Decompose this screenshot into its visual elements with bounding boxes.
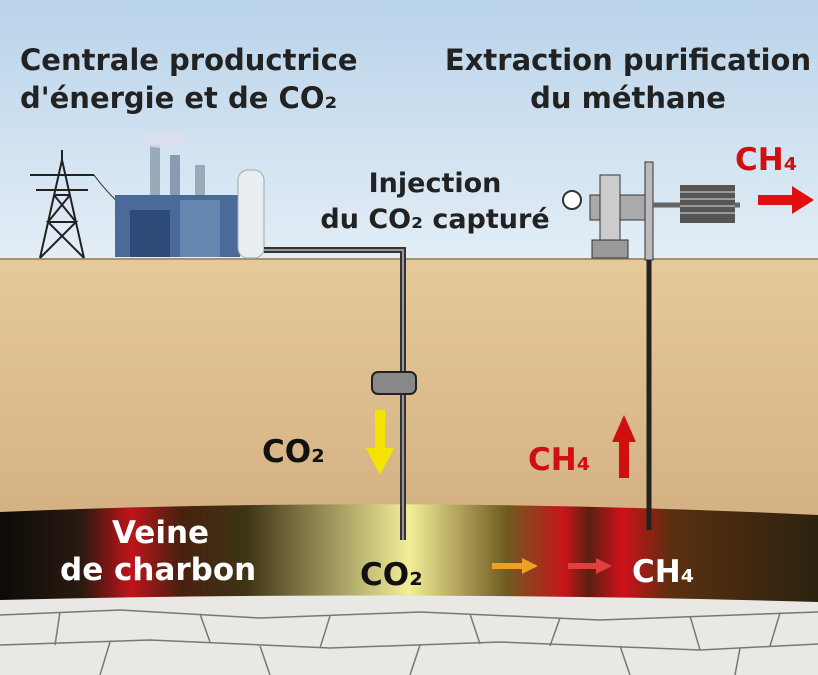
valve xyxy=(371,371,417,395)
arrow-head xyxy=(612,415,636,442)
arrow-head xyxy=(792,186,814,214)
title: Extraction purification xyxy=(445,43,811,77)
label: CO₂ xyxy=(262,434,325,470)
label: de charbon xyxy=(60,552,256,588)
title: d'énergie et de CO₂ xyxy=(20,81,337,115)
coal-seam xyxy=(0,504,818,602)
label: CH₄ xyxy=(528,442,590,478)
bedrock xyxy=(0,590,818,675)
wellhead xyxy=(562,161,740,261)
label: du CO₂ capturé xyxy=(320,204,549,235)
power-plant xyxy=(115,132,265,259)
arrow-head xyxy=(366,448,394,475)
title: Centrale productrice xyxy=(20,43,358,77)
label: CO₂ xyxy=(360,557,423,593)
label: Veine xyxy=(112,515,209,551)
label: Injection xyxy=(369,168,502,199)
title: du méthane xyxy=(530,81,726,115)
rock-cracks xyxy=(0,609,818,675)
label: CH₄ xyxy=(735,142,797,178)
label: CH₄ xyxy=(632,554,694,590)
